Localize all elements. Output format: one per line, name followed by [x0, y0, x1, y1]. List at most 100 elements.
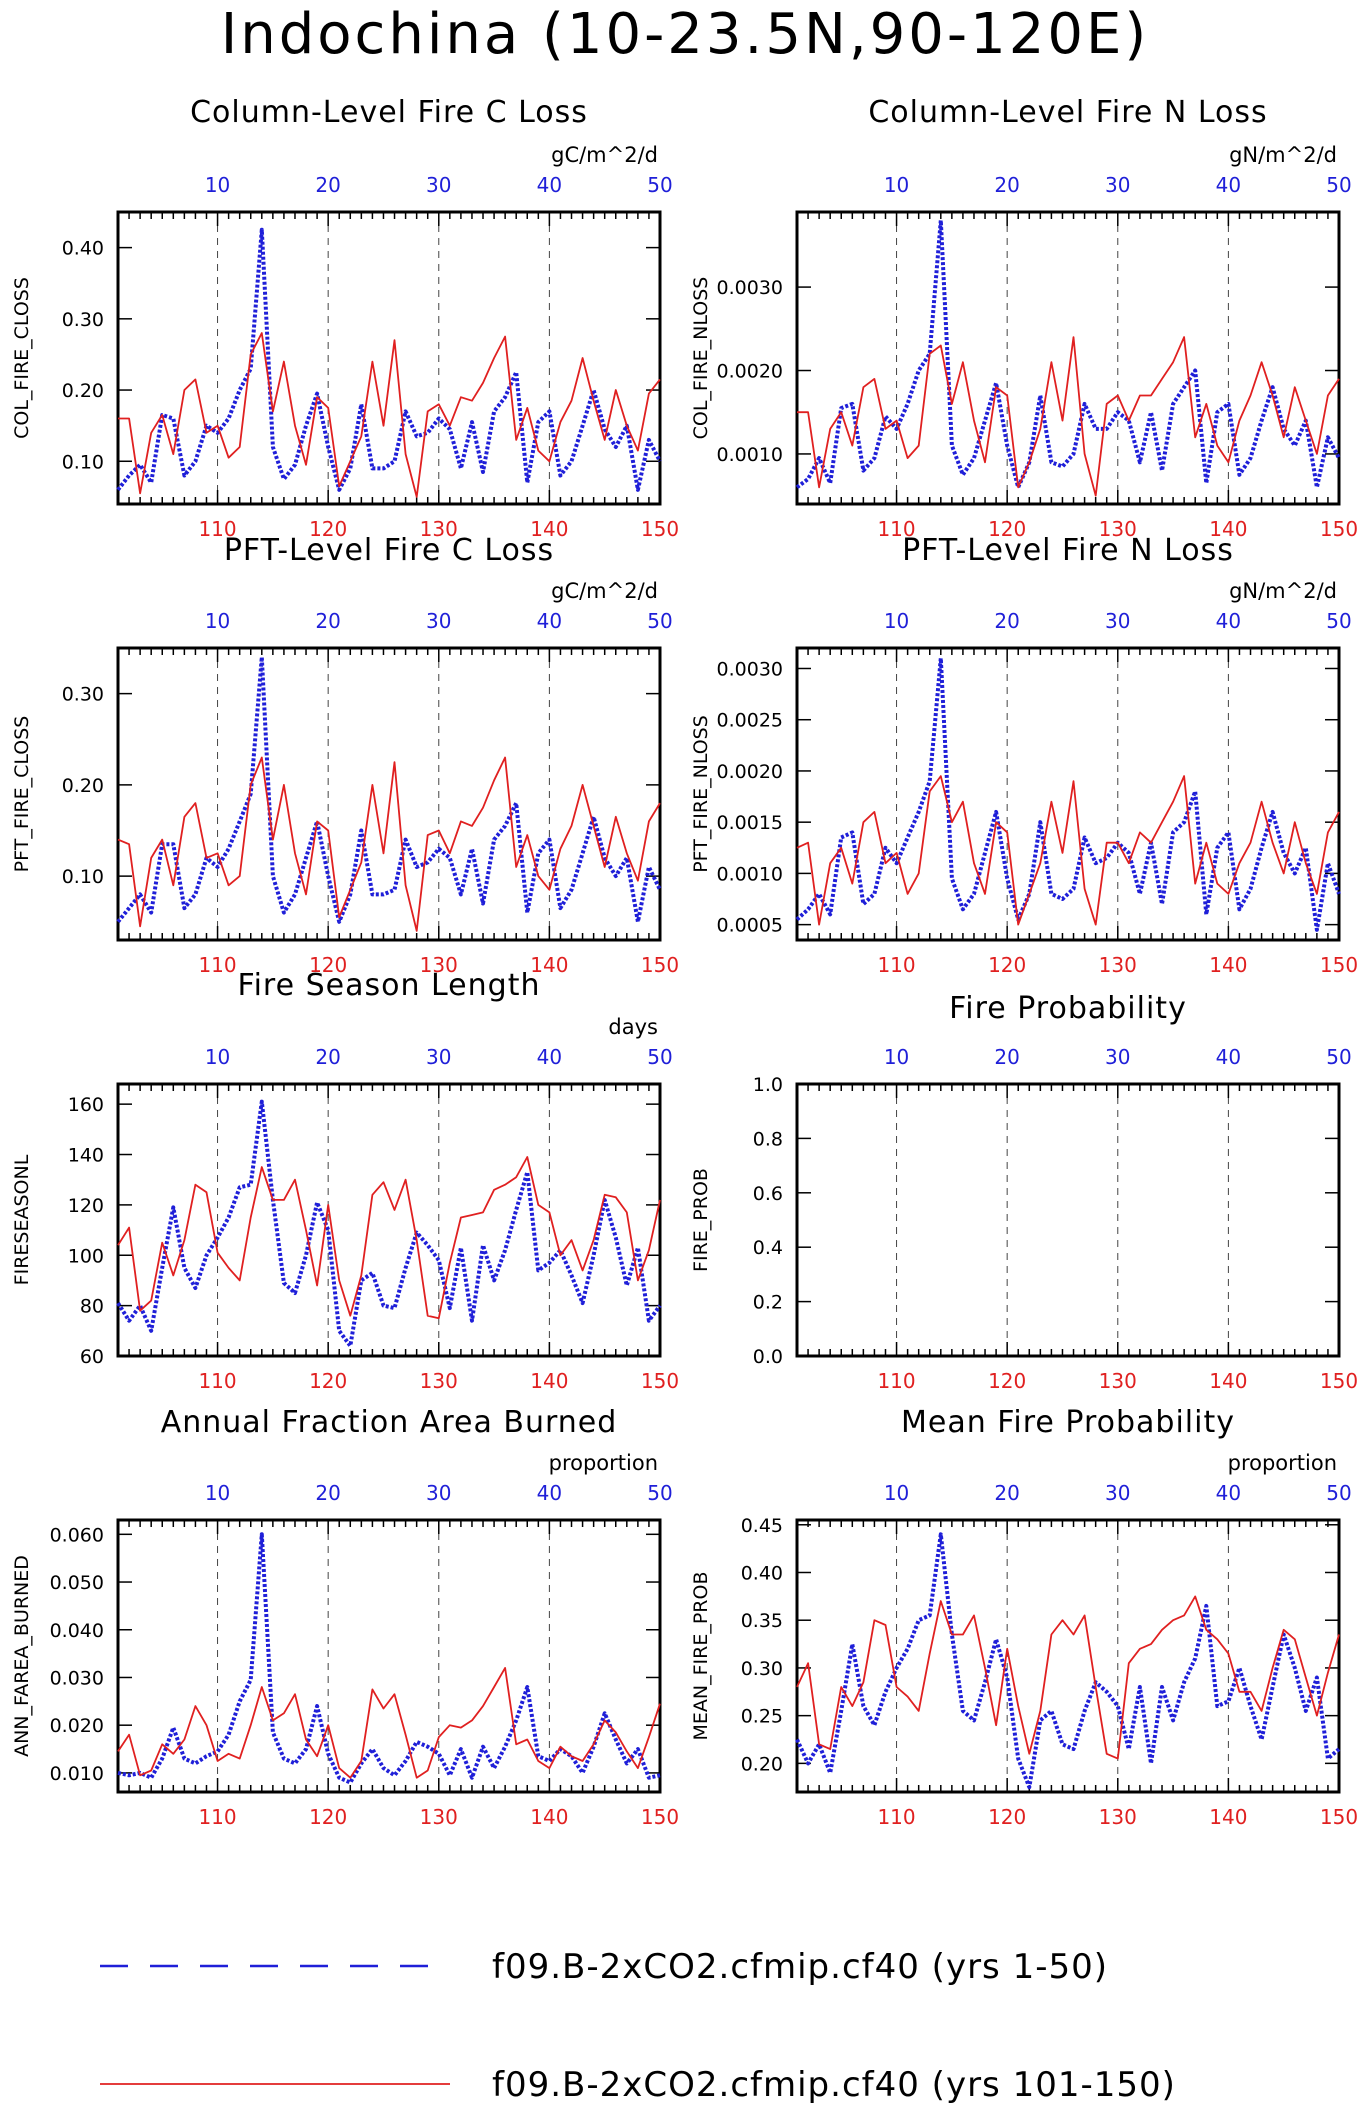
chart-title: Column-Level Fire N Loss [868, 95, 1267, 130]
series-line-yrs-101-150 [796, 1595, 1340, 1760]
bottom-x-tick-label: 120 [988, 517, 1026, 541]
y-axis-label: PFT_FIRE_NLOSS [690, 715, 712, 873]
top-x-tick-label: 40 [537, 1045, 562, 1069]
bottom-x-tick-label: 110 [877, 953, 915, 977]
plot-frame [795, 210, 1341, 506]
chart-panel-4: PFT-Level Fire N Loss gN/m^2/d 10 20 30 40 50 1… [690, 533, 1358, 977]
bottom-x-tick-label: 150 [1320, 1805, 1358, 1829]
series-line-yrs-101-150 [117, 1156, 661, 1320]
series-line-yrs-101-150 [796, 775, 1340, 926]
y-tick-label: 0.20 [741, 1753, 783, 1775]
legend-label: f09.B-2xCO2.cfmip.cf40 (yrs 1-50) [492, 1947, 1108, 1987]
series-line-yrs-1-50 [117, 1532, 661, 1785]
y-tick-label: 60 [80, 1346, 104, 1368]
units-label: gC/m^2/d [551, 143, 658, 167]
top-x-tick-label: 30 [426, 1481, 451, 1505]
top-x-tick-label: 50 [647, 1481, 672, 1505]
plot-frame [116, 646, 662, 942]
bottom-x-tick-label: 130 [420, 953, 458, 977]
top-x-tick-label: 50 [647, 173, 672, 197]
bottom-x-tick-label: 150 [641, 953, 679, 977]
top-x-tick-label: 20 [994, 1481, 1019, 1505]
series-line-yrs-1-50 [116, 227, 662, 492]
y-tick-label: 0.25 [741, 1706, 783, 1728]
bottom-x-tick-label: 130 [420, 1369, 458, 1393]
top-x-tick-label: 50 [1326, 609, 1351, 633]
bottom-x-tick-label: 140 [1209, 1369, 1247, 1393]
units-label: gN/m^2/d [1229, 579, 1337, 603]
y-tick-label: 0.4 [753, 1237, 783, 1259]
bottom-x-tick-label: 130 [420, 1805, 458, 1829]
bottom-x-tick-label: 120 [309, 1369, 347, 1393]
y-tick-label: 0.10 [62, 451, 104, 473]
plot-frame [116, 1082, 662, 1358]
chart-title: Column-Level Fire C Loss [190, 95, 588, 130]
bottom-x-tick-label: 140 [1209, 517, 1247, 541]
y-tick-label: 80 [80, 1296, 104, 1318]
bottom-x-tick-label: 150 [641, 1805, 679, 1829]
top-x-tick-label: 20 [315, 173, 340, 197]
y-tick-label: 0.020 [50, 1715, 104, 1737]
top-x-tick-label: 10 [884, 173, 909, 197]
bottom-x-tick-label: 120 [988, 1805, 1026, 1829]
chart-panel-1: Column-Level Fire C Loss gC/m^2/d 10 20 30 40… [11, 95, 679, 541]
y-tick-label: 0.050 [50, 1572, 104, 1594]
top-x-tick-label: 10 [884, 609, 909, 633]
top-x-tick-label: 40 [1216, 173, 1241, 197]
y-axis-label: FIRE_PROB [690, 1168, 712, 1272]
series-line-yrs-1-50 [116, 1099, 662, 1348]
top-x-tick-label: 10 [205, 1045, 230, 1069]
bottom-x-tick-label: 150 [1320, 953, 1358, 977]
y-tick-label: 0.010 [50, 1763, 104, 1785]
plot-frame [795, 1082, 1341, 1358]
y-tick-label: 0.040 [50, 1620, 104, 1642]
chart-panel-2: Column-Level Fire N Loss gN/m^2/d 10 20 30 40… [690, 95, 1358, 541]
top-x-tick-label: 10 [205, 173, 230, 197]
top-x-tick-label: 30 [1105, 1045, 1130, 1069]
top-x-tick-label: 20 [994, 609, 1019, 633]
y-tick-label: 0.8 [753, 1128, 783, 1150]
y-tick-label: 0.0015 [717, 812, 783, 834]
y-tick-label: 0.40 [741, 1562, 783, 1584]
top-x-tick-label: 30 [1105, 173, 1130, 197]
y-tick-label: 0.0030 [717, 658, 783, 680]
bottom-x-tick-label: 130 [1099, 953, 1137, 977]
chart-panel-3: PFT-Level Fire C Loss gC/m^2/d 10 20 30 40 50 1… [11, 533, 679, 977]
series-line-yrs-101-150 [797, 336, 1340, 497]
figure-title: Indochina (10-23.5N,90-120E) [220, 2, 1150, 67]
top-x-tick-label: 20 [994, 1045, 1019, 1069]
top-x-tick-label: 30 [426, 1045, 451, 1069]
chart-panel-6: Fire Probability 10 20 30 40 50 110 120 130 140 15… [690, 991, 1358, 1393]
top-x-tick-label: 10 [205, 1481, 230, 1505]
y-axis-label: ANN_FAREA_BURNED [11, 1555, 33, 1757]
y-tick-label: 0.6 [753, 1183, 783, 1205]
y-tick-label: 0.0020 [717, 361, 783, 383]
top-x-tick-label: 40 [1216, 1045, 1241, 1069]
y-tick-label: 0.060 [50, 1524, 104, 1546]
chart-panel-7: Annual Fraction Area Burned proportion 10 2… [11, 1405, 679, 1829]
y-tick-label: 120 [68, 1195, 104, 1217]
bottom-x-tick-label: 120 [309, 1805, 347, 1829]
y-tick-label: 0.30 [62, 309, 104, 331]
series-line-yrs-1-50 [795, 656, 1341, 932]
y-tick-label: 0.0005 [717, 915, 783, 937]
top-x-tick-label: 40 [537, 609, 562, 633]
bottom-x-tick-label: 110 [198, 517, 236, 541]
plot-frame [116, 210, 662, 506]
top-x-tick-label: 50 [1326, 173, 1351, 197]
y-tick-label: 0.0020 [717, 761, 783, 783]
bottom-x-tick-label: 140 [530, 517, 568, 541]
top-x-tick-label: 40 [537, 1481, 562, 1505]
series-line-yrs-101-150 [117, 1667, 661, 1779]
bottom-x-tick-label: 110 [877, 1369, 915, 1393]
bottom-x-tick-label: 110 [877, 1805, 915, 1829]
y-tick-label: 0.30 [62, 684, 104, 706]
bottom-x-tick-label: 110 [198, 953, 236, 977]
top-x-tick-label: 40 [1216, 1481, 1241, 1505]
top-x-tick-label: 30 [426, 609, 451, 633]
top-x-tick-label: 20 [994, 173, 1019, 197]
bottom-x-tick-label: 150 [641, 517, 679, 541]
y-tick-label: 0.20 [62, 380, 104, 402]
y-tick-label: 0.030 [50, 1667, 104, 1689]
series-line-yrs-101-150 [118, 332, 661, 498]
